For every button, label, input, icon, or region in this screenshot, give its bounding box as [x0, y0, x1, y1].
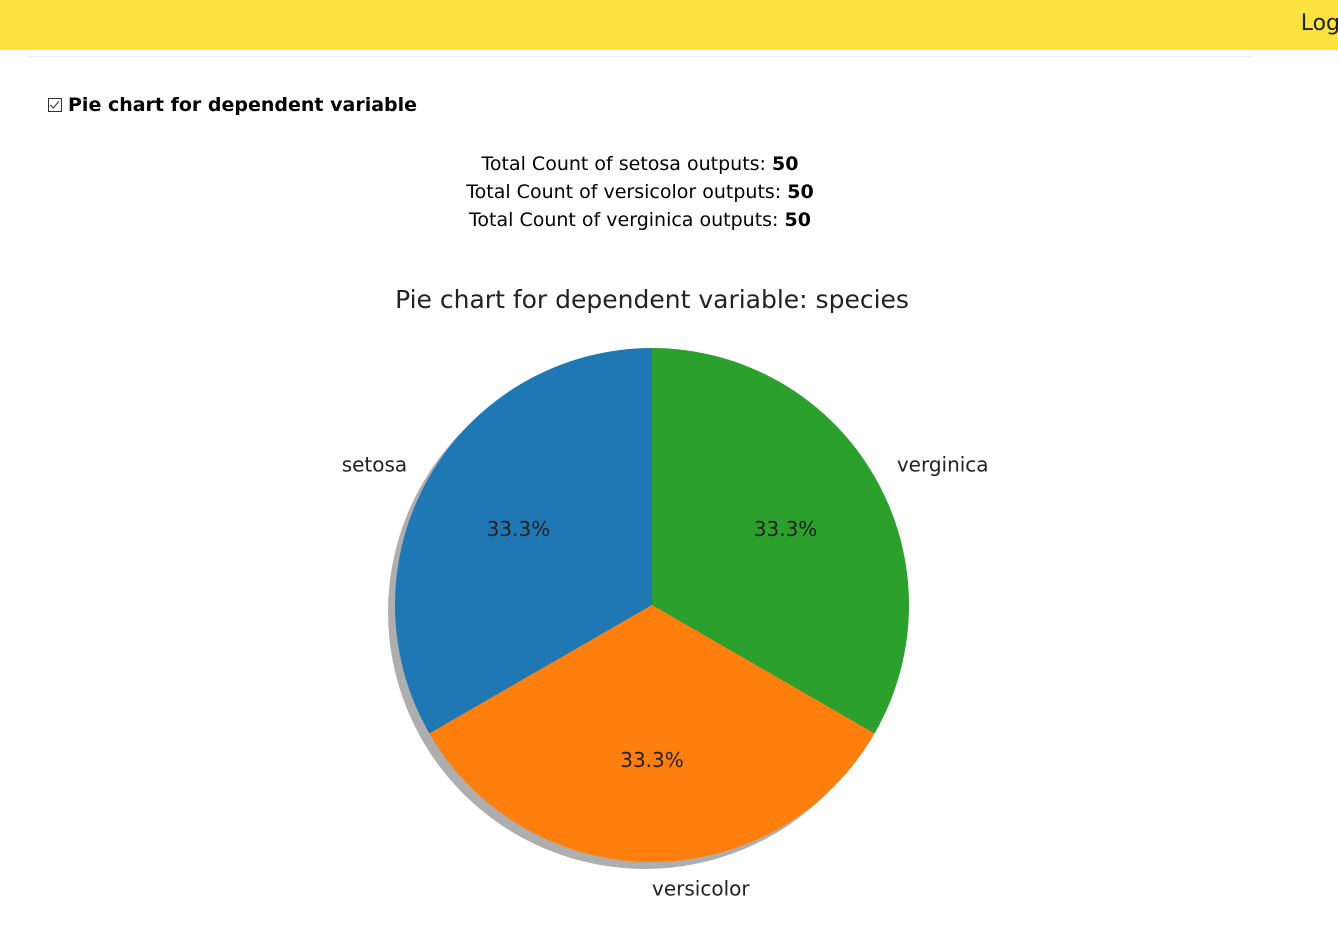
count-label: Total Count of verginica outputs: [469, 209, 779, 231]
chart-title: Pie chart for dependent variable: specie… [395, 285, 909, 314]
section-header: Pie chart for dependent variable [48, 94, 417, 116]
pie-category-label: verginica [897, 453, 989, 477]
section-title: Pie chart for dependent variable [68, 94, 418, 116]
count-line-versicolor: Total Count of versicolor outputs: 50 [0, 178, 1280, 206]
count-line-setosa: Total Count of setosa outputs: 50 [0, 150, 1280, 178]
count-value: 50 [772, 153, 799, 175]
count-value: 50 [787, 181, 814, 203]
count-line-verginica: Total Count of verginica outputs: 50 [0, 206, 1280, 234]
count-summary: Total Count of setosa outputs: 50 Total … [0, 150, 1280, 234]
pie-slice-setosa [395, 348, 652, 734]
count-label: Total Count of setosa outputs: [481, 153, 766, 175]
pie-pct-label: 33.3% [620, 748, 684, 772]
pie-slice-versicolor [429, 605, 875, 862]
pie-chart-checkbox[interactable] [48, 98, 62, 112]
pie-pct-label: 33.3% [754, 517, 818, 541]
login-link[interactable]: Log [1300, 11, 1338, 36]
divider [28, 56, 1252, 57]
pie-pct-label: 33.3% [487, 517, 551, 541]
count-value: 50 [784, 209, 811, 231]
count-label: Total Count of versicolor outputs: [466, 181, 782, 203]
pie-slice-verginica [652, 348, 910, 734]
pie-category-label: versicolor [652, 877, 750, 901]
pie-category-label: setosa [342, 453, 407, 477]
top-header-bar: Log [0, 0, 1338, 50]
